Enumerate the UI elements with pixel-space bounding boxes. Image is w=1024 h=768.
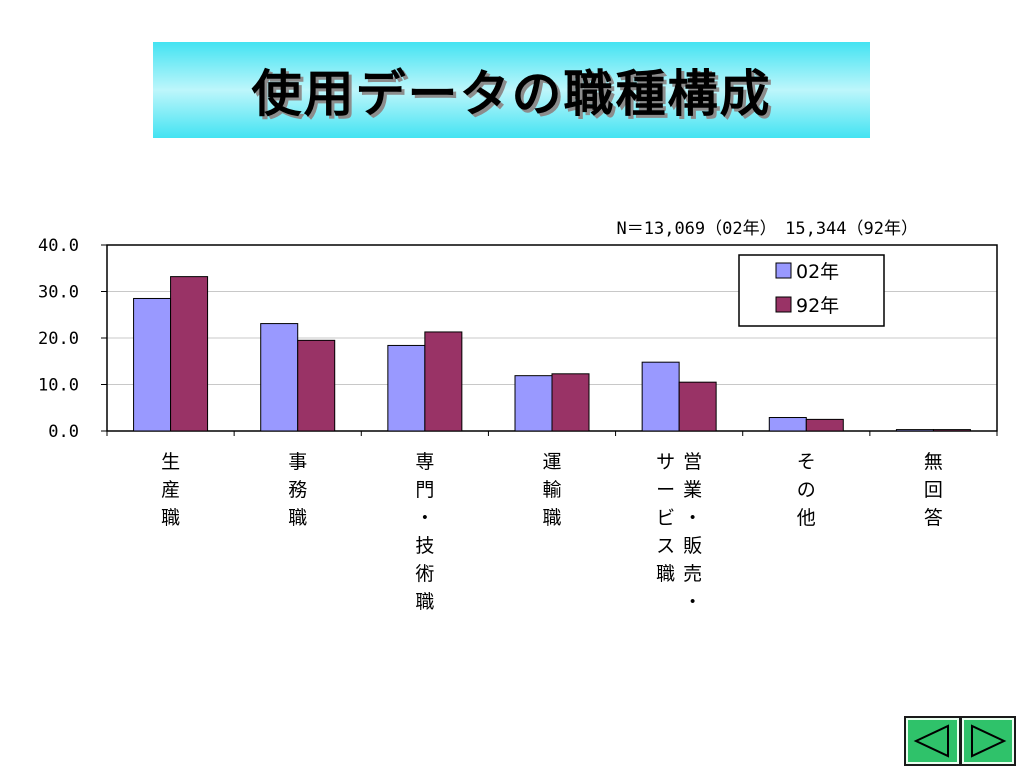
x-category-label: サ: [656, 451, 675, 473]
bar-92年: [932, 429, 971, 432]
y-tick-label: 0.0: [48, 422, 79, 442]
triangle-right-icon: [970, 724, 1007, 758]
y-tick-label: 20.0: [38, 329, 79, 349]
bar-92年: [805, 418, 844, 432]
x-category-label: 生: [161, 451, 180, 473]
x-category-label: ビ: [656, 507, 675, 529]
x-category-label: 職: [415, 591, 434, 613]
bar-92年: [297, 339, 336, 432]
bar-92年: [170, 276, 209, 432]
y-tick-label: 40.0: [38, 236, 79, 256]
x-category-label: 輸: [542, 479, 561, 501]
x-category-label: ー: [656, 479, 675, 501]
x-category-label: 職: [161, 507, 180, 529]
x-category-label: 技: [415, 535, 434, 557]
bar-02年: [387, 344, 426, 432]
legend-swatch: [775, 296, 792, 313]
x-category-label: ・: [683, 507, 702, 529]
x-category-label: 職: [656, 563, 675, 585]
y-tick-label: 30.0: [38, 283, 79, 303]
sample-size-note: N＝13,069（02年） 15,344（92年）: [617, 219, 919, 239]
x-category-label: 門: [415, 479, 434, 501]
x-category-label: 職: [542, 507, 561, 529]
bar-02年: [514, 375, 553, 432]
bar-02年: [260, 323, 299, 432]
bar-02年: [641, 361, 680, 432]
x-category-label: 務: [288, 479, 307, 501]
previous-slide-button[interactable]: [906, 718, 959, 764]
x-category-label: 答: [924, 507, 943, 529]
bar-92年: [424, 331, 463, 432]
title-banner: 使用データの職種構成: [153, 42, 870, 138]
x-category-label: ス: [656, 535, 675, 557]
slide-navigation: [904, 716, 1016, 766]
y-tick-label: 10.0: [38, 376, 79, 396]
legend-label: 02年: [796, 261, 839, 283]
x-category-label: 術: [415, 563, 434, 585]
bar-02年: [768, 417, 807, 432]
bar-92年: [551, 373, 590, 432]
bar-92年: [678, 381, 717, 432]
x-category-label: 事: [288, 451, 307, 473]
x-category-label: 産: [161, 479, 180, 501]
x-category-label: 無: [924, 451, 943, 473]
bar-02年: [133, 297, 172, 432]
x-category-label: ・: [415, 507, 434, 529]
bar-chart: 0.010.020.030.040.0生産職事務職専門・技術職運輸職営業・販売・…: [38, 219, 998, 613]
x-category-label: 販: [683, 535, 702, 557]
x-category-label: そ: [797, 451, 816, 473]
legend-box: [738, 254, 885, 327]
bar-02年: [895, 429, 934, 432]
legend-swatch: [775, 262, 792, 279]
next-slide-button[interactable]: [961, 718, 1014, 764]
x-category-label: ・: [683, 591, 702, 613]
x-category-label: 営: [683, 451, 702, 473]
x-category-label: 回: [924, 479, 943, 501]
x-category-label: 売: [683, 563, 702, 585]
x-category-label: の: [797, 479, 816, 501]
x-category-label: 運: [542, 451, 561, 473]
page-title: 使用データの職種構成: [251, 65, 772, 123]
x-category-label: 専: [415, 451, 434, 473]
triangle-left-icon: [913, 724, 950, 758]
x-category-label: 職: [288, 507, 307, 529]
x-category-label: 業: [683, 479, 702, 501]
legend-label: 92年: [796, 295, 839, 317]
x-category-label: 他: [797, 507, 816, 529]
